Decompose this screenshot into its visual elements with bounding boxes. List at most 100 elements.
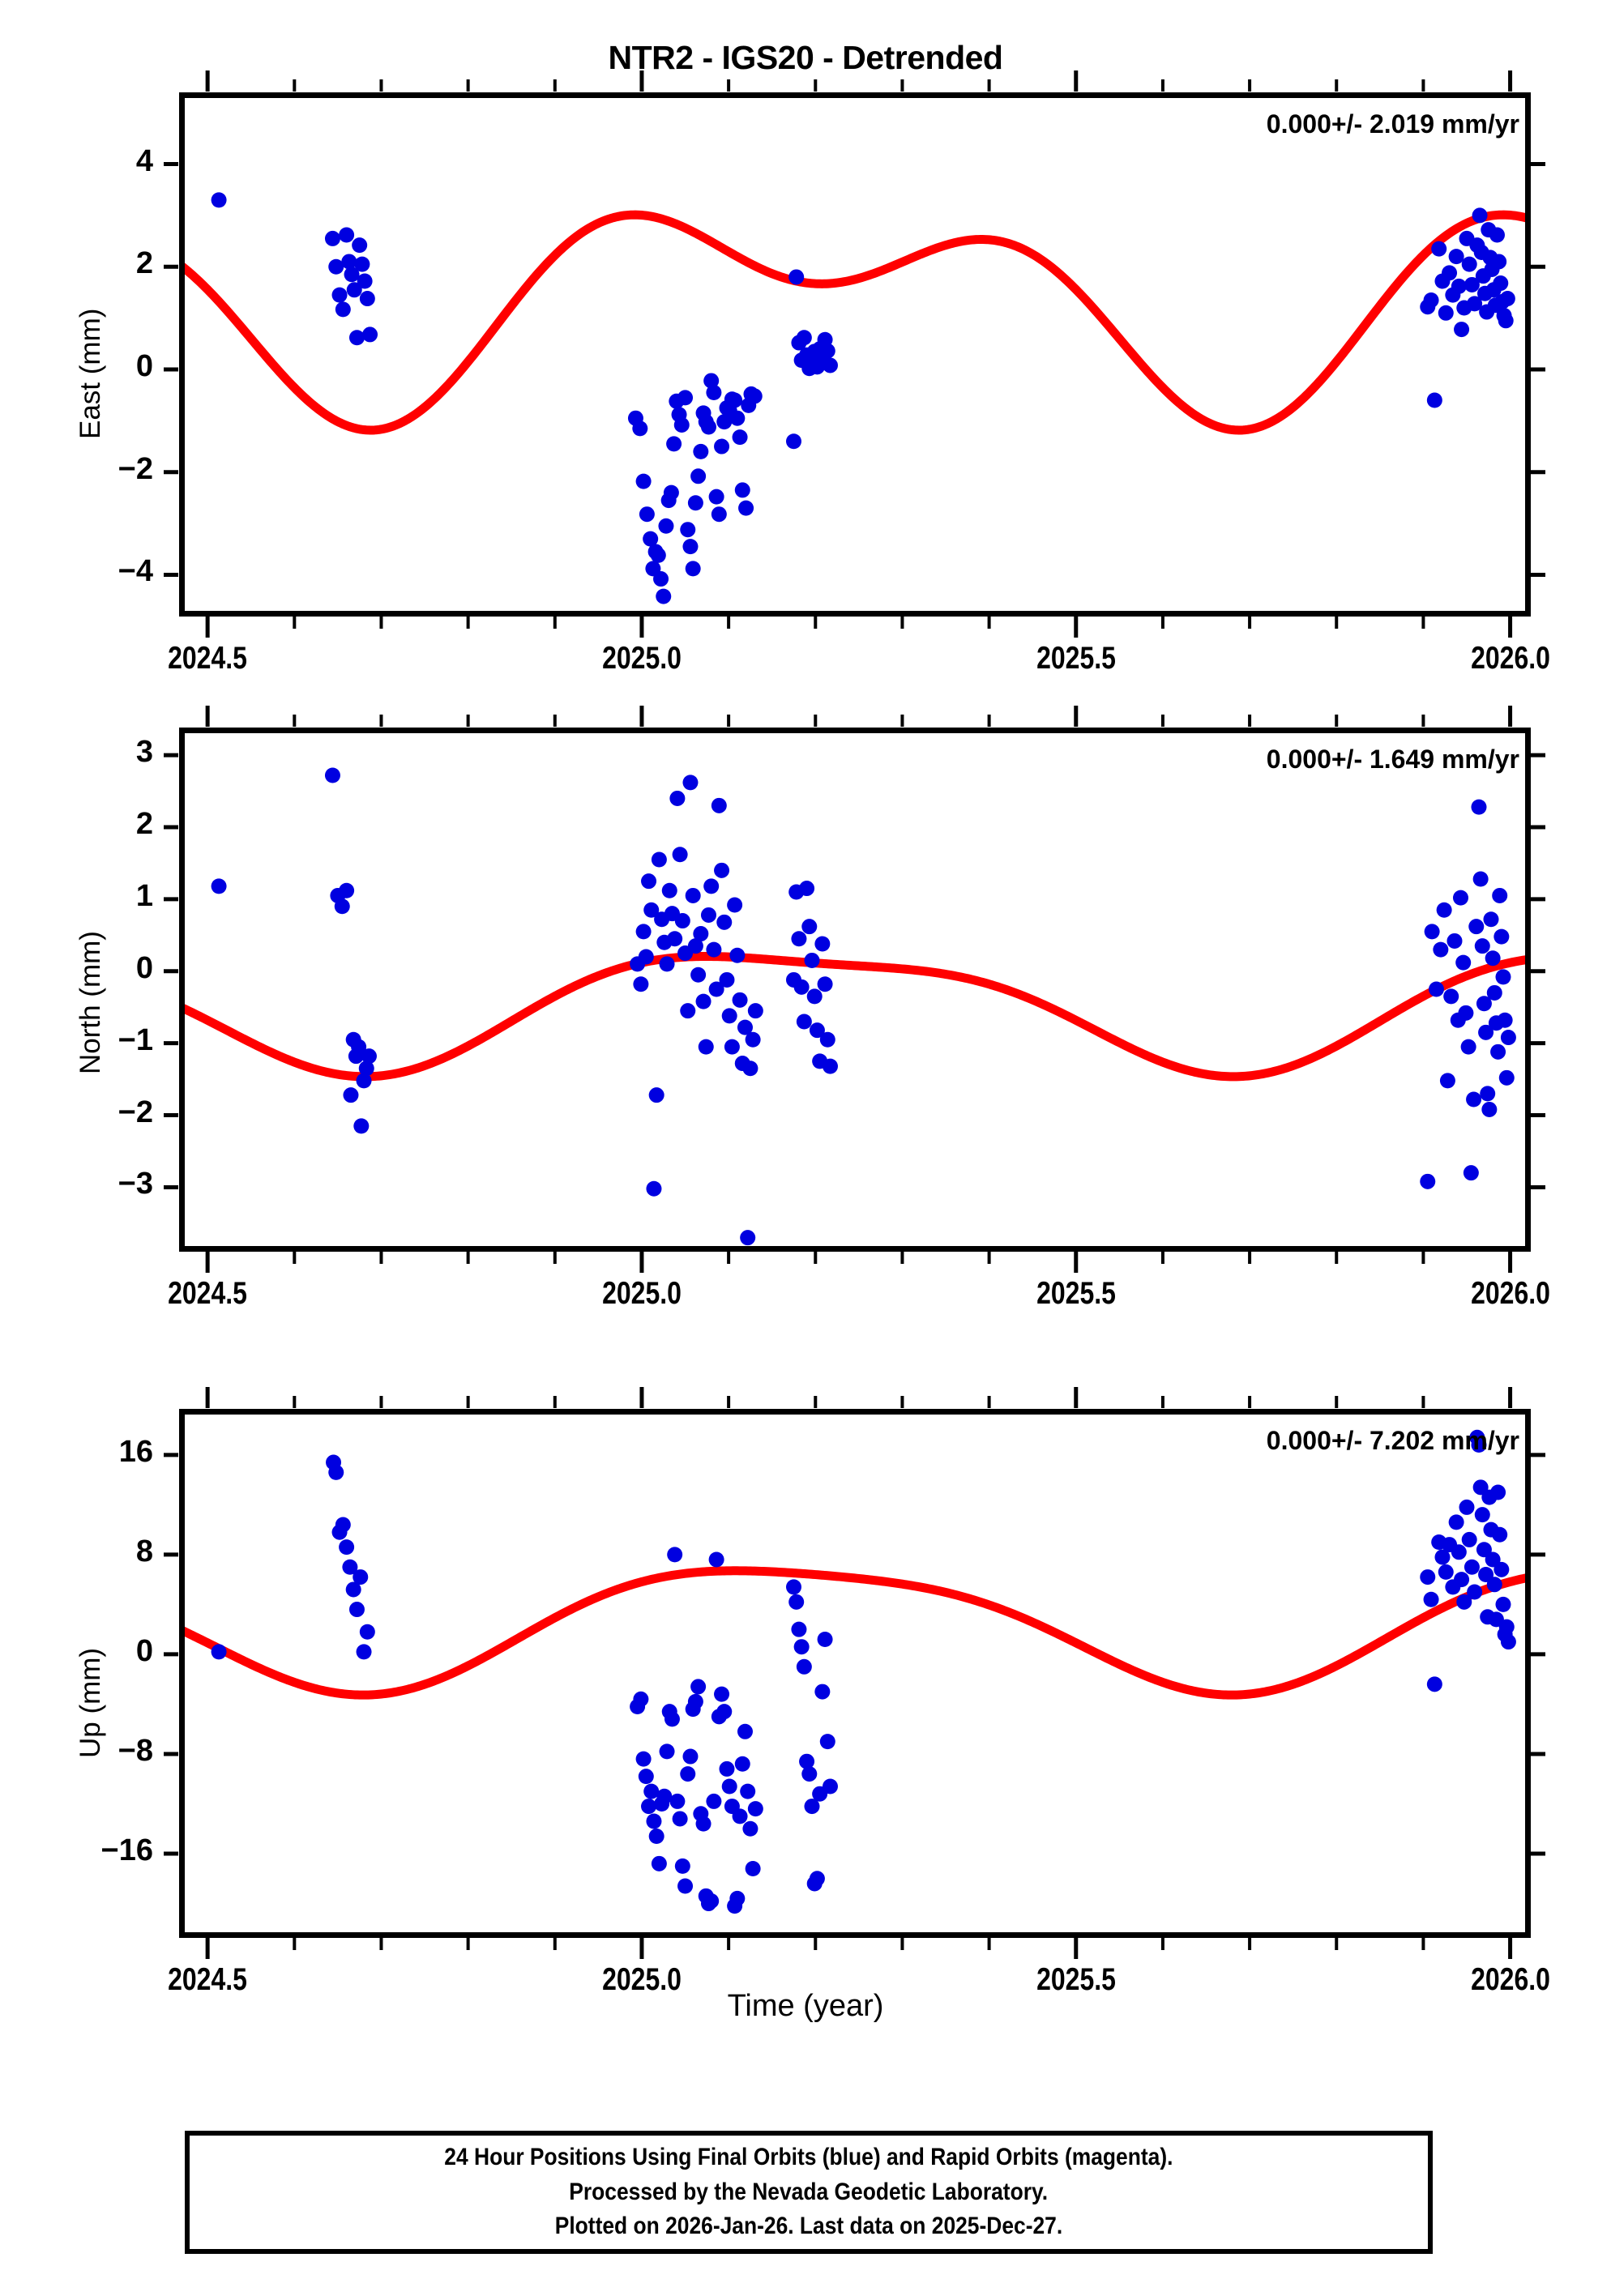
data-point	[1468, 919, 1485, 935]
data-point	[646, 1180, 662, 1197]
data-point	[335, 1517, 351, 1533]
data-point	[648, 1828, 664, 1844]
data-point	[1436, 902, 1452, 918]
data-point	[667, 931, 683, 947]
data-point	[819, 1734, 835, 1750]
data-point	[362, 326, 378, 343]
xtick-label-north-3: 2026.0	[1470, 1276, 1550, 1311]
data-point	[656, 1788, 673, 1804]
data-point	[708, 981, 724, 997]
data-point	[791, 931, 807, 947]
data-point	[796, 330, 812, 346]
data-point	[817, 1631, 833, 1647]
data-point	[641, 1799, 657, 1815]
data-point	[666, 436, 682, 452]
data-point	[801, 919, 818, 935]
data-point	[1426, 1676, 1442, 1692]
data-point	[348, 1602, 365, 1618]
data-point	[695, 1816, 711, 1832]
xaxis-title: Time (year)	[727, 1989, 884, 2023]
data-point	[1431, 241, 1447, 257]
data-point	[1472, 1479, 1489, 1496]
data-point	[633, 976, 649, 992]
scatter-series-east	[211, 192, 1515, 604]
xtick-label-north-0: 2024.5	[168, 1276, 248, 1311]
data-point	[721, 1778, 737, 1795]
data-point	[729, 410, 746, 426]
data-point	[819, 343, 835, 359]
data-point	[674, 913, 690, 929]
data-point	[1495, 969, 1511, 985]
data-point	[1498, 313, 1514, 329]
data-point	[745, 1860, 761, 1876]
data-point	[1433, 941, 1449, 958]
ytick-label-east-0: 4	[135, 143, 153, 178]
data-point	[1478, 1566, 1494, 1582]
data-point	[793, 1639, 810, 1655]
data-point	[648, 1087, 664, 1103]
data-point	[814, 1684, 831, 1700]
ytick-label-east-2: 0	[135, 349, 153, 383]
data-point	[734, 1756, 750, 1772]
data-point	[737, 1019, 753, 1035]
data-point	[211, 1644, 227, 1660]
data-point	[632, 420, 648, 437]
data-point	[685, 561, 701, 577]
data-point	[814, 936, 831, 952]
ytick-label-up-0: 16	[118, 1434, 153, 1469]
data-point	[732, 1808, 748, 1824]
data-point	[1454, 1572, 1470, 1588]
page-title: NTR2 - IGS20 - Detrended	[608, 39, 1003, 76]
data-point	[822, 357, 838, 373]
data-point	[1474, 938, 1490, 954]
data-point	[346, 282, 362, 298]
data-point	[1451, 1544, 1467, 1560]
data-point	[328, 258, 344, 275]
data-point	[653, 571, 669, 587]
data-point	[1461, 256, 1477, 272]
data-point	[677, 390, 694, 406]
data-point	[357, 273, 373, 289]
data-point	[638, 1769, 654, 1785]
data-point	[1490, 1043, 1506, 1060]
data-point	[324, 767, 340, 783]
data-point	[1423, 292, 1439, 308]
data-point	[1467, 296, 1483, 312]
scatter-series-north	[211, 767, 1516, 1246]
data-point	[690, 468, 707, 484]
data-point	[791, 1621, 807, 1637]
data-point	[664, 1711, 680, 1727]
data-point	[1485, 1551, 1501, 1568]
ytick-label-up-2: 0	[135, 1633, 153, 1668]
data-point	[708, 1551, 724, 1568]
data-point	[711, 506, 727, 523]
data-point	[1467, 1584, 1483, 1600]
plot-area-north	[182, 767, 1528, 1246]
xtick-label-up-1: 2025.0	[602, 1962, 682, 1997]
data-point	[719, 1760, 735, 1777]
data-point	[687, 495, 703, 511]
data-point	[1448, 1514, 1464, 1530]
ytick-label-north-3: 0	[135, 950, 153, 985]
data-point	[746, 388, 763, 404]
data-point	[650, 547, 666, 563]
data-point	[682, 775, 699, 791]
ytick-label-east-3: −2	[118, 451, 153, 486]
data-point	[1420, 1569, 1436, 1585]
data-point	[641, 873, 657, 890]
data-point	[724, 1039, 740, 1055]
data-point	[211, 878, 227, 894]
data-point	[729, 1890, 746, 1906]
data-point	[1486, 1577, 1502, 1593]
ytick-label-north-0: 3	[135, 735, 153, 770]
data-point	[801, 1766, 818, 1782]
data-point	[1446, 932, 1463, 949]
data-point	[324, 230, 340, 246]
data-point	[799, 881, 815, 897]
data-point	[1424, 924, 1440, 940]
data-point	[1476, 1542, 1492, 1558]
data-point	[1498, 1619, 1515, 1635]
data-point	[356, 1073, 372, 1089]
data-point	[793, 979, 810, 995]
data-point	[729, 947, 746, 963]
